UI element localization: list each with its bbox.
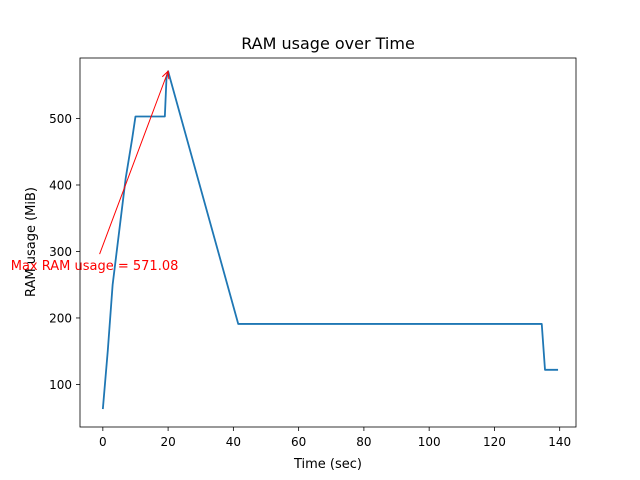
max-ram-annotation: Max RAM usage = 571.08 (11, 70, 179, 274)
chart-title: RAM usage over Time (241, 34, 415, 53)
x-tick-label: 0 (99, 435, 107, 449)
x-tick-label: 120 (483, 435, 506, 449)
y-tick-label: 200 (49, 311, 72, 325)
x-tick-label: 20 (160, 435, 175, 449)
axes-frame (79, 57, 577, 428)
annotation-arrowhead (161, 70, 170, 80)
y-tick-label: 300 (49, 245, 72, 259)
y-axis-label: RAM usage (MiB) (24, 187, 39, 297)
annotation-label: Max RAM usage = 571.08 (11, 259, 179, 274)
y-axis-ticks: 100 200 300 400 500 (49, 112, 80, 392)
x-tick-label: 100 (418, 435, 441, 449)
y-tick-label: 100 (49, 378, 72, 392)
y-tick-label: 400 (49, 178, 72, 192)
x-tick-label: 140 (548, 435, 571, 449)
plot-area: 0 20 40 60 80 100 120 140 100 200 300 400 500 Max R… (11, 57, 577, 449)
x-tick-label: 60 (291, 435, 306, 449)
annotation-arrow (99, 71, 169, 255)
x-axis-label: Time (sec) (293, 457, 362, 472)
x-tick-label: 80 (356, 435, 371, 449)
ram-usage-line (101, 70, 559, 410)
x-tick-label: 40 (226, 435, 241, 449)
y-tick-label: 500 (49, 112, 72, 126)
x-axis-ticks: 0 20 40 60 80 100 120 140 (99, 427, 571, 449)
